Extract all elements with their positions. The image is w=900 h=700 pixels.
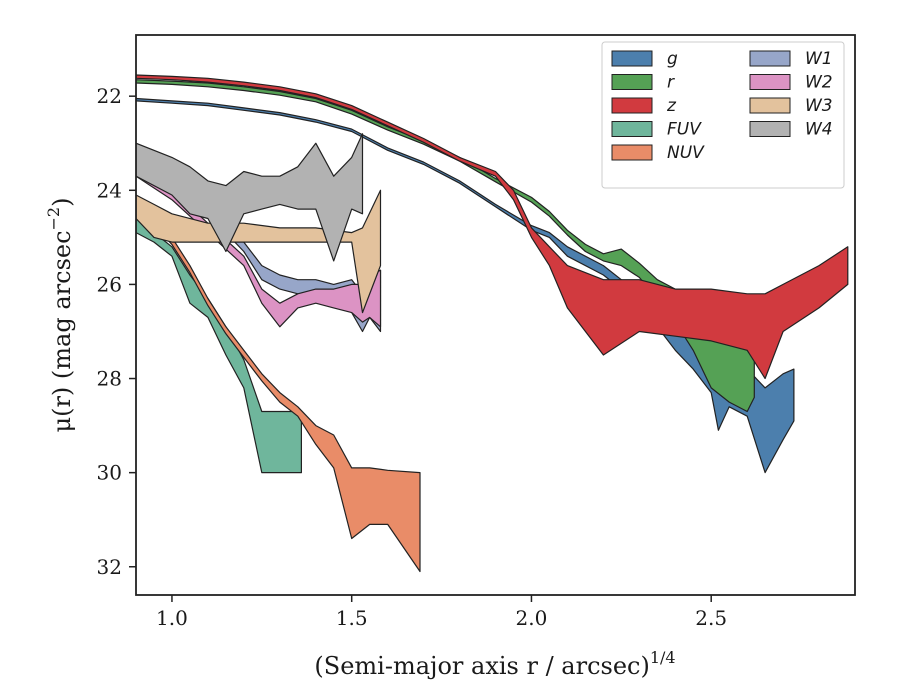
legend-swatch-w2: [749, 74, 791, 90]
legend-swatch-w1: [749, 50, 791, 67]
legend-label-g: g: [667, 49, 678, 69]
legend-swatch-nuv: [611, 144, 653, 161]
x-tick-label: 1.0: [156, 606, 188, 630]
x-axis-label: (Semi-major axis r / arcsec)1/4: [314, 648, 675, 680]
band-z: [136, 74, 849, 380]
legend-label-w3: W3: [805, 96, 833, 116]
legend-label-z: z: [666, 96, 677, 116]
y-axis-label: μ(r) (mag arcsec−2): [44, 198, 76, 433]
legend-swatch-fuv: [611, 121, 653, 137]
chart-legend: grz FUV NUV W1 W2 W3 W4: [601, 41, 845, 189]
legend-swatch-r: [611, 74, 653, 90]
band-w4: [136, 133, 364, 262]
legend-swatch-w3: [749, 97, 791, 114]
legend-swatch-z: [611, 97, 653, 114]
band-nuv: [136, 203, 421, 573]
plot-frame: [135, 34, 856, 596]
legend-label-nuv: NUV: [667, 143, 705, 163]
y-tick-label: 24: [97, 178, 122, 202]
y-tick-label: 26: [97, 272, 122, 296]
y-axis-ticks: 22 24 26 28 30 32: [97, 84, 136, 579]
legend-label-fuv: FUV: [667, 120, 702, 140]
x-axis-ticks: 1.0 1.5 2.0 2.5: [156, 595, 727, 630]
band-fuv: [136, 217, 302, 474]
band-g: [136, 97, 795, 474]
y-tick-label: 30: [97, 461, 122, 485]
x-tick-label: 2.0: [516, 606, 548, 630]
legend-swatch-g: [611, 50, 653, 67]
band-w2: [136, 166, 382, 328]
legend-label-w2: W2: [805, 73, 833, 93]
y-tick-label: 28: [97, 367, 122, 391]
y-tick-label: 22: [97, 84, 122, 108]
x-tick-label: 2.5: [695, 606, 727, 630]
x-tick-label: 1.5: [336, 606, 368, 630]
legend-label-w4: W4: [805, 120, 833, 140]
legend-label-w1: W1: [805, 49, 833, 69]
y-tick-label: 32: [97, 555, 122, 579]
legend-swatch-w4: [749, 121, 791, 137]
profile-bands: [136, 74, 849, 573]
legend-label-r: r: [667, 73, 675, 93]
